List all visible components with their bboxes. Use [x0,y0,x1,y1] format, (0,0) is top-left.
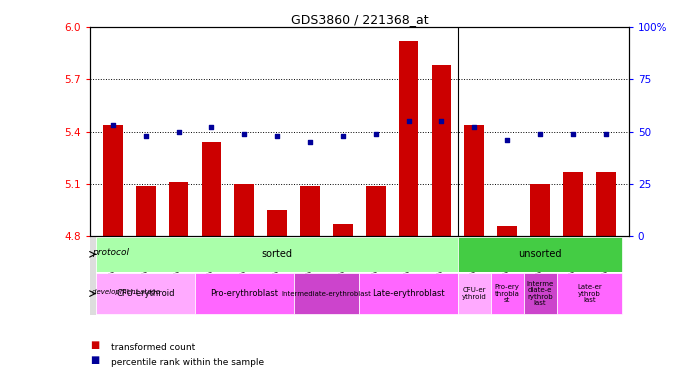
FancyBboxPatch shape [90,272,97,315]
Bar [399,41,419,236]
Bar [300,186,320,236]
Text: unsorted: unsorted [518,249,562,259]
Text: ■: ■ [90,339,99,349]
Text: transformed count: transformed count [111,343,195,352]
Point [107,122,118,128]
Point [403,118,414,124]
Point [173,129,184,135]
FancyBboxPatch shape [458,273,491,314]
FancyBboxPatch shape [195,273,294,314]
FancyBboxPatch shape [458,237,622,271]
Bar [498,226,517,236]
Text: development stage: development stage [92,288,160,295]
Bar [464,125,484,236]
FancyBboxPatch shape [359,273,458,314]
Text: Interme
diate-e
rythrob
last: Interme diate-e rythrob last [527,281,553,306]
Text: protocol: protocol [92,248,129,257]
FancyBboxPatch shape [491,273,524,314]
Bar [333,224,352,236]
FancyBboxPatch shape [556,273,622,314]
Text: ■: ■ [90,355,99,365]
Point [502,137,513,143]
Point [468,124,480,131]
FancyBboxPatch shape [97,237,458,271]
Bar [530,184,550,236]
Bar [136,186,155,236]
Point [436,118,447,124]
Text: CFU-er
ythroid: CFU-er ythroid [462,288,486,300]
Text: Intermediate-erythroblast: Intermediate-erythroblast [281,291,371,296]
Text: Late-erythroblast: Late-erythroblast [372,289,445,298]
Bar [267,210,287,236]
Point [600,131,612,137]
Point [272,133,283,139]
Text: Pro-ery
throbla
st: Pro-ery throbla st [495,285,520,303]
Point [337,133,348,139]
Bar [103,125,123,236]
Point [305,139,316,145]
Point [206,124,217,131]
FancyBboxPatch shape [294,273,359,314]
FancyBboxPatch shape [90,236,97,272]
Bar [234,184,254,236]
Bar [563,172,583,236]
Text: sorted: sorted [262,249,293,259]
Text: CFU-erythroid: CFU-erythroid [117,289,175,298]
Point [370,131,381,137]
Text: percentile rank within the sample: percentile rank within the sample [111,358,264,367]
Bar [432,65,451,236]
Point [140,133,151,139]
Text: Pro-erythroblast: Pro-erythroblast [210,289,278,298]
Bar [169,182,189,236]
Title: GDS3860 / 221368_at: GDS3860 / 221368_at [290,13,428,26]
Point [567,131,578,137]
Point [239,131,250,137]
Text: Late-er
ythrob
last: Late-er ythrob last [577,285,602,303]
Bar [596,172,616,236]
FancyBboxPatch shape [97,273,195,314]
Bar [202,142,221,236]
Point [535,131,546,137]
Bar [366,186,386,236]
FancyBboxPatch shape [524,273,556,314]
